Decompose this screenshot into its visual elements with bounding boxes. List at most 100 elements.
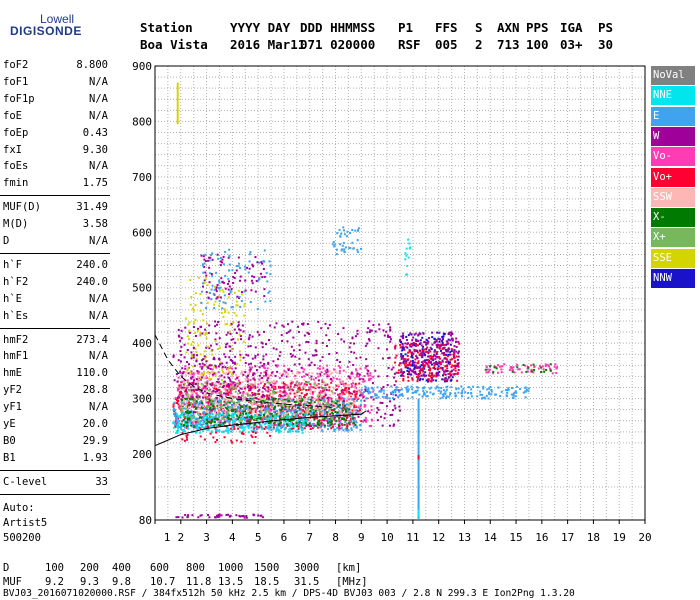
data-point (229, 514, 232, 517)
data-point (257, 279, 260, 282)
data-point (400, 374, 403, 377)
data-point (425, 361, 428, 364)
data-point (214, 390, 217, 393)
data-point (344, 246, 347, 249)
data-point (303, 398, 306, 401)
data-point (191, 423, 194, 426)
data-point (294, 377, 297, 380)
data-point (183, 401, 186, 404)
param-name: foF2 (3, 59, 29, 71)
data-point (243, 314, 246, 317)
data-point (210, 272, 213, 275)
data-point (176, 380, 179, 383)
data-point (269, 384, 272, 387)
data-point (319, 412, 322, 415)
data-point (279, 389, 282, 392)
data-point (352, 382, 355, 385)
param-row: MUF(D) 31.49 (3, 201, 108, 215)
data-point (179, 372, 182, 375)
data-point (445, 353, 448, 356)
data-point (226, 513, 229, 516)
data-point (492, 370, 495, 373)
data-point (345, 389, 348, 392)
data-point (378, 390, 381, 393)
data-point (268, 394, 271, 397)
data-point (335, 402, 338, 405)
data-point (239, 335, 242, 338)
data-point (180, 428, 183, 431)
data-point (343, 251, 346, 254)
data-point (315, 339, 318, 342)
data-point (188, 331, 191, 334)
data-point (376, 419, 379, 422)
data-point (348, 419, 351, 422)
data-point (290, 389, 293, 392)
data-point (433, 364, 436, 367)
data-point (335, 248, 338, 251)
data-point (452, 368, 455, 371)
x-tick-label: 5 (255, 531, 262, 544)
data-point (311, 354, 314, 357)
data-point (430, 376, 433, 379)
separator (0, 469, 110, 471)
data-point (326, 402, 329, 405)
data-point (265, 389, 268, 392)
data-point (423, 352, 426, 355)
data-point (269, 398, 272, 401)
data-point (179, 360, 182, 363)
data-point (434, 357, 437, 360)
data-point (423, 391, 426, 394)
data-point (342, 406, 345, 409)
data-point (180, 402, 183, 405)
data-point (200, 373, 203, 376)
data-point (427, 364, 430, 367)
data-point (422, 389, 425, 392)
data-point (188, 406, 191, 409)
bottom-cell: 400 (112, 562, 131, 574)
data-point (306, 401, 309, 404)
data-point (519, 388, 522, 391)
data-point (228, 408, 231, 411)
data-point (183, 407, 186, 410)
data-point (247, 354, 250, 357)
data-point (199, 514, 202, 517)
data-point (402, 377, 405, 380)
data-point (496, 371, 499, 374)
data-point (286, 406, 289, 409)
data-point (340, 382, 343, 385)
data-point (330, 409, 333, 412)
data-point (272, 400, 275, 403)
data-point (407, 351, 410, 354)
data-point (346, 424, 349, 427)
data-point (292, 427, 295, 430)
data-point (214, 441, 217, 444)
data-point (277, 390, 280, 393)
data-point (188, 321, 191, 324)
header-label: IGA (560, 20, 583, 35)
data-point (448, 376, 451, 379)
data-point (243, 408, 246, 411)
data-point (203, 372, 206, 375)
data-point (353, 351, 356, 354)
data-point (425, 342, 428, 345)
data-point (377, 375, 380, 378)
data-point (510, 387, 513, 390)
data-point (299, 389, 302, 392)
data-point (392, 409, 395, 412)
data-point (194, 382, 197, 385)
data-point (185, 388, 188, 391)
data-point (260, 425, 263, 428)
data-point (326, 377, 329, 380)
data-point (291, 372, 294, 375)
data-point (194, 304, 197, 307)
data-point (266, 367, 269, 370)
data-point (205, 356, 208, 359)
data-point (251, 417, 254, 420)
header-value: 2016 Mar11 (230, 37, 306, 52)
data-point (279, 386, 282, 389)
data-point (231, 269, 234, 272)
data-point (215, 413, 218, 416)
data-point (186, 369, 189, 372)
data-point (340, 249, 343, 252)
data-point (449, 334, 452, 337)
